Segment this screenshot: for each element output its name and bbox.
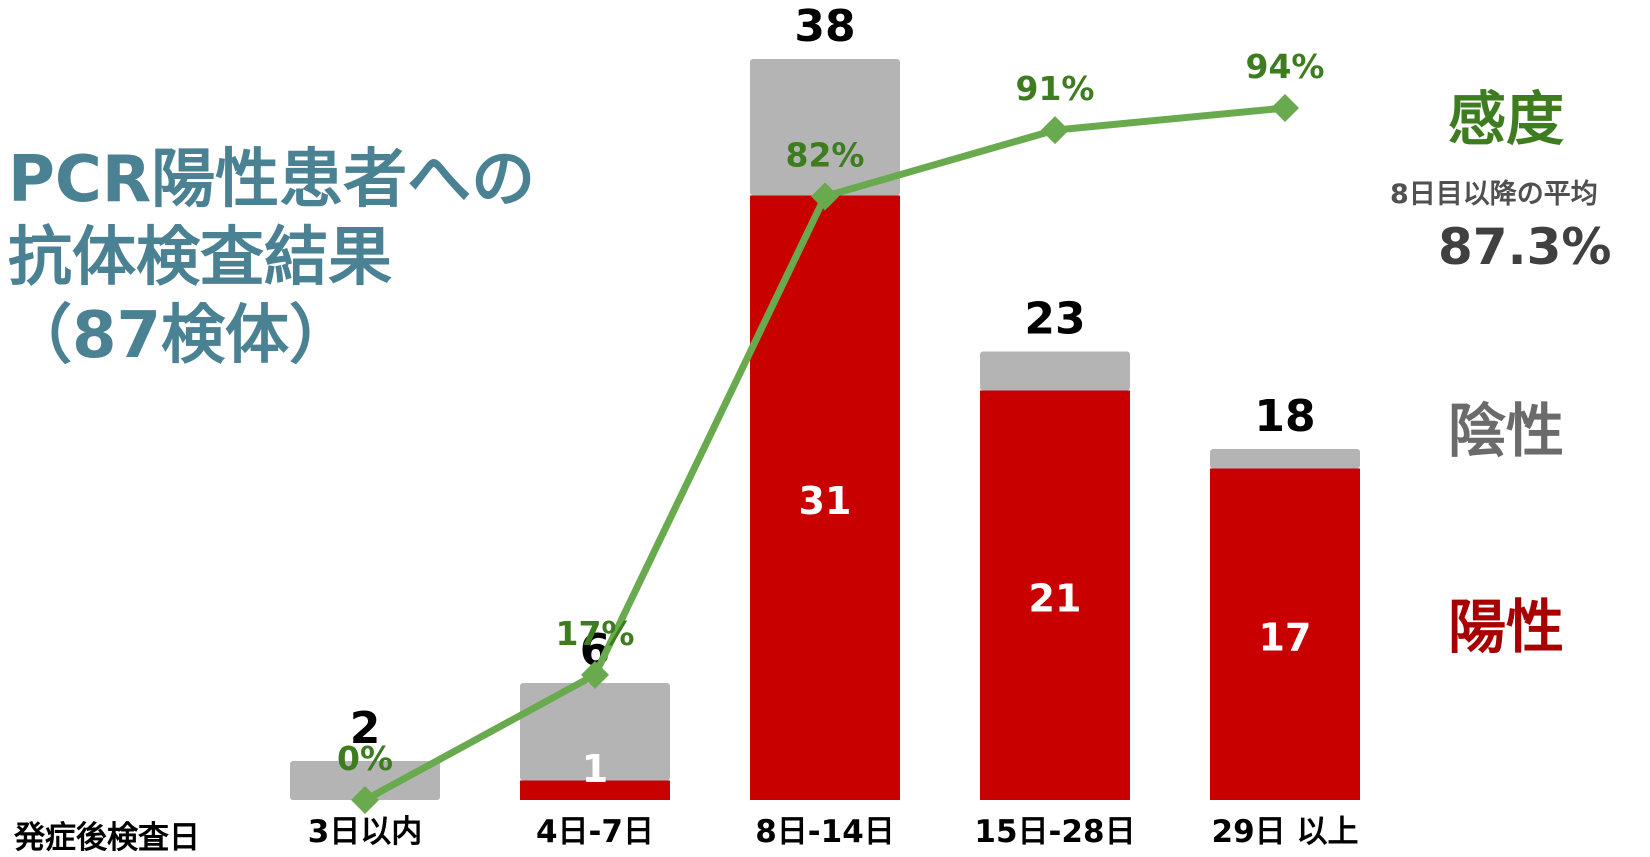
x-tick-label: 15日-28日 bbox=[974, 814, 1135, 848]
chart-title-line-3: （87検体） bbox=[8, 299, 354, 373]
bar-total-label: 38 bbox=[794, 1, 855, 52]
bar-positive bbox=[520, 780, 670, 800]
bar-negative bbox=[750, 59, 900, 196]
x-tick-label: 8日-14日 bbox=[755, 814, 895, 848]
sensitivity-point-label: 17% bbox=[556, 614, 635, 653]
bar-negative bbox=[290, 761, 440, 800]
chart-title-line-1: PCR陽性患者への bbox=[8, 143, 536, 217]
bar-positive bbox=[980, 390, 1130, 800]
chart-title-line-2: 抗体検査結果 bbox=[8, 221, 392, 295]
bar-positive-label: 1 bbox=[582, 747, 608, 791]
x-tick-label: 3日以内 bbox=[308, 814, 423, 848]
bar-positive-label: 17 bbox=[1259, 615, 1312, 659]
x-tick-label: 29日 以上 bbox=[1212, 814, 1359, 848]
average-value: 87.3% bbox=[1438, 218, 1612, 276]
bar-total-label: 2 bbox=[350, 703, 381, 754]
legend-negative: 陰性 bbox=[1448, 397, 1565, 465]
sensitivity-point bbox=[811, 182, 839, 211]
sensitivity-point bbox=[1041, 116, 1069, 145]
sensitivity-point bbox=[351, 786, 379, 814]
bar-total-label: 23 bbox=[1024, 294, 1085, 345]
legend-sensitivity: 感度 bbox=[1448, 85, 1565, 153]
sensitivity-point-label: 94% bbox=[1246, 47, 1325, 86]
sensitivity-point bbox=[1271, 94, 1299, 122]
average-note: 8日目以降の平均 bbox=[1390, 179, 1598, 210]
bar-negative bbox=[980, 351, 1130, 391]
sensitivity-point bbox=[581, 660, 609, 689]
sensitivity-point-label: 91% bbox=[1016, 69, 1095, 108]
legend-positive: 陽性 bbox=[1448, 593, 1565, 661]
bar-positive bbox=[1210, 468, 1360, 800]
bar-total-label: 18 bbox=[1254, 391, 1315, 442]
x-tick-label: 4日-7日 bbox=[536, 814, 654, 848]
x-axis-caption: 発症後検査日 bbox=[14, 820, 200, 856]
sensitivity-point-label: 82% bbox=[786, 135, 865, 174]
bar-negative bbox=[1210, 449, 1360, 469]
bar-positive-label: 31 bbox=[799, 479, 852, 523]
sensitivity-point-label: 0% bbox=[337, 739, 393, 778]
bar-negative bbox=[520, 683, 670, 781]
bar-positive-label: 21 bbox=[1029, 576, 1082, 620]
